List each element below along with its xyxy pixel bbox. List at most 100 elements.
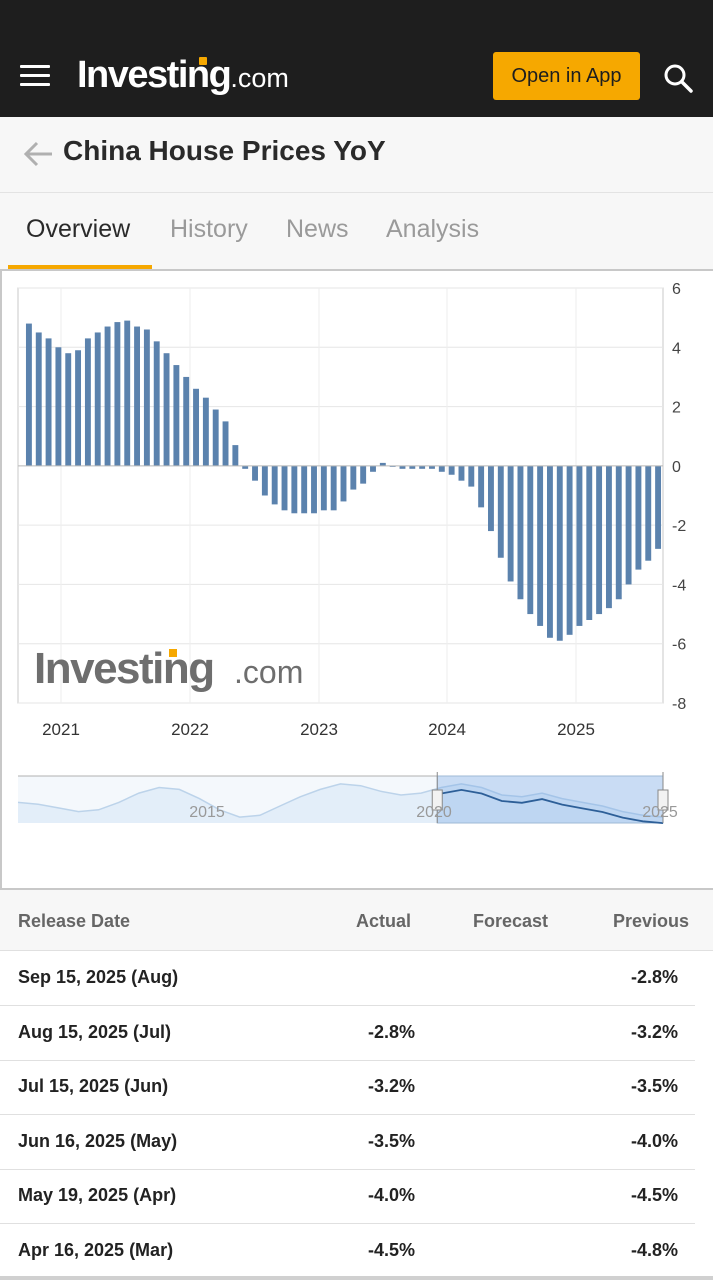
chart-bar[interactable] bbox=[45, 338, 52, 466]
table-row[interactable]: Jul 15, 2025 (Jun) -3.2% -3.5% bbox=[0, 1060, 713, 1116]
chart-bar[interactable] bbox=[399, 465, 406, 469]
chart-bar[interactable] bbox=[507, 465, 514, 582]
tab-overview[interactable]: Overview bbox=[26, 215, 131, 243]
chart-bar[interactable] bbox=[409, 465, 416, 469]
table-row[interactable]: Apr 16, 2025 (Mar) -4.5% -4.8% bbox=[0, 1224, 713, 1279]
chart-bar[interactable] bbox=[55, 347, 62, 466]
logo-main-text: Investing bbox=[77, 54, 232, 96]
tab-news[interactable]: News bbox=[286, 215, 349, 243]
chart-bar[interactable] bbox=[379, 462, 386, 466]
chart-bar[interactable] bbox=[488, 465, 494, 532]
header-release-date[interactable]: Release Date bbox=[18, 911, 131, 931]
tab-history[interactable]: History bbox=[170, 215, 248, 243]
table-row[interactable]: May 19, 2025 (Apr) -4.0% -4.5% bbox=[0, 1169, 713, 1225]
chart-bar[interactable] bbox=[124, 320, 131, 466]
investing-logo[interactable]: Investing.com bbox=[77, 54, 289, 98]
chart-bar[interactable] bbox=[114, 322, 121, 466]
chart-bar[interactable] bbox=[65, 353, 72, 466]
table-row[interactable]: Aug 15, 2025 (Jul) -2.8% -3.2% bbox=[0, 1006, 713, 1061]
chart-bar[interactable] bbox=[645, 465, 652, 561]
chart-bar[interactable] bbox=[340, 465, 347, 502]
chart-bar[interactable] bbox=[134, 326, 141, 466]
chart-bar[interactable] bbox=[212, 409, 219, 466]
table-header: Release Date Actual Forecast Previous bbox=[0, 890, 713, 951]
header-previous[interactable]: Previous bbox=[613, 911, 690, 931]
chart-bar[interactable] bbox=[429, 465, 435, 469]
chart-bar[interactable] bbox=[546, 465, 553, 638]
chart-bar[interactable] bbox=[625, 465, 632, 585]
navigator-left-handle[interactable] bbox=[431, 789, 443, 811]
chart-bar[interactable] bbox=[566, 465, 573, 635]
chart-bar[interactable] bbox=[350, 465, 357, 490]
chart-bar[interactable] bbox=[635, 465, 642, 570]
navigator-selected-range[interactable] bbox=[436, 775, 664, 824]
chart-bar[interactable] bbox=[517, 465, 524, 600]
chart-bar[interactable] bbox=[75, 350, 82, 466]
chart-bar[interactable] bbox=[242, 465, 249, 469]
chart-bar[interactable] bbox=[153, 341, 160, 466]
chart-bar[interactable] bbox=[605, 465, 612, 609]
chart-bar[interactable] bbox=[655, 465, 662, 549]
chart-bar[interactable] bbox=[556, 465, 563, 641]
table-row[interactable]: Sep 15, 2025 (Aug) -2.8% bbox=[0, 951, 713, 1006]
page-header: China House Prices YoY bbox=[0, 117, 713, 193]
row-divider bbox=[0, 1005, 695, 1006]
chart-bar[interactable] bbox=[222, 421, 229, 466]
previous-cell: -4.8% bbox=[630, 1240, 678, 1260]
chart-bar[interactable] bbox=[586, 465, 593, 620]
chart-bar[interactable] bbox=[596, 465, 603, 615]
chart-bar[interactable] bbox=[468, 465, 475, 487]
chart-bar[interactable] bbox=[478, 465, 485, 508]
chart-bar[interactable] bbox=[25, 323, 32, 466]
chart-bar[interactable] bbox=[448, 465, 455, 475]
table-row[interactable]: Jun 16, 2025 (May) -3.5% -4.0% bbox=[0, 1115, 713, 1170]
chart-bar[interactable] bbox=[84, 338, 91, 466]
previous-cell: -3.2% bbox=[630, 1021, 678, 1042]
chart-bar[interactable] bbox=[458, 465, 465, 481]
navigator-line bbox=[17, 783, 664, 818]
chart-bar[interactable] bbox=[360, 465, 367, 484]
chart-bar[interactable] bbox=[438, 465, 445, 472]
open-in-app-button[interactable]: Open in App bbox=[493, 52, 640, 100]
chart-bar[interactable] bbox=[311, 465, 317, 514]
chart-bar[interactable] bbox=[537, 465, 544, 626]
chart-bar[interactable] bbox=[527, 465, 534, 615]
chart-bar[interactable] bbox=[143, 329, 150, 466]
chart-bar[interactable] bbox=[281, 465, 288, 511]
chart-bar[interactable] bbox=[576, 465, 583, 626]
chart-bar[interactable] bbox=[35, 332, 42, 466]
chart-bar[interactable] bbox=[615, 465, 622, 600]
bar-chart[interactable]: 6 4 2 0 -2 -4 -6 -8 2021 2022 2023 2024 2025 Investin… bbox=[2, 271, 713, 888]
chart-bar[interactable] bbox=[104, 326, 111, 466]
chart-bar[interactable] bbox=[261, 465, 268, 496]
navigator-right-handle[interactable] bbox=[657, 789, 669, 811]
chart-bar[interactable] bbox=[320, 465, 327, 511]
tab-analysis[interactable]: Analysis bbox=[386, 215, 480, 243]
chart-bar[interactable] bbox=[163, 353, 170, 466]
x-tick-label: 2023 bbox=[300, 720, 338, 739]
chart-bar[interactable] bbox=[202, 397, 209, 466]
chart-bar[interactable] bbox=[497, 465, 504, 558]
y-tick-label: -2 bbox=[672, 518, 686, 535]
chart-bar[interactable] bbox=[370, 465, 376, 472]
chart-bar[interactable] bbox=[183, 376, 190, 466]
header-actual[interactable]: Actual bbox=[356, 911, 412, 931]
header-forecast[interactable]: Forecast bbox=[473, 911, 549, 931]
hamburger-icon[interactable] bbox=[20, 65, 50, 87]
back-arrow-icon[interactable] bbox=[22, 137, 56, 171]
chart-bar[interactable] bbox=[301, 465, 308, 514]
chart-bar[interactable] bbox=[252, 465, 258, 481]
row-divider bbox=[0, 1114, 695, 1116]
chart-bar[interactable] bbox=[271, 465, 278, 505]
chart-bar[interactable] bbox=[419, 465, 426, 469]
chart-bar[interactable] bbox=[193, 388, 199, 466]
chart-bar[interactable] bbox=[232, 445, 239, 466]
chart-bar[interactable] bbox=[94, 332, 101, 466]
search-icon[interactable] bbox=[660, 60, 696, 96]
chart-bar[interactable] bbox=[173, 365, 180, 466]
y-tick-label: 6 bbox=[672, 281, 681, 298]
chart-bar[interactable] bbox=[330, 465, 337, 511]
chart-container[interactable]: 6 4 2 0 -2 -4 -6 -8 2021 2022 2023 2024 2025 Investin… bbox=[0, 271, 713, 890]
row-divider bbox=[0, 1223, 695, 1225]
chart-bar[interactable] bbox=[291, 465, 298, 514]
